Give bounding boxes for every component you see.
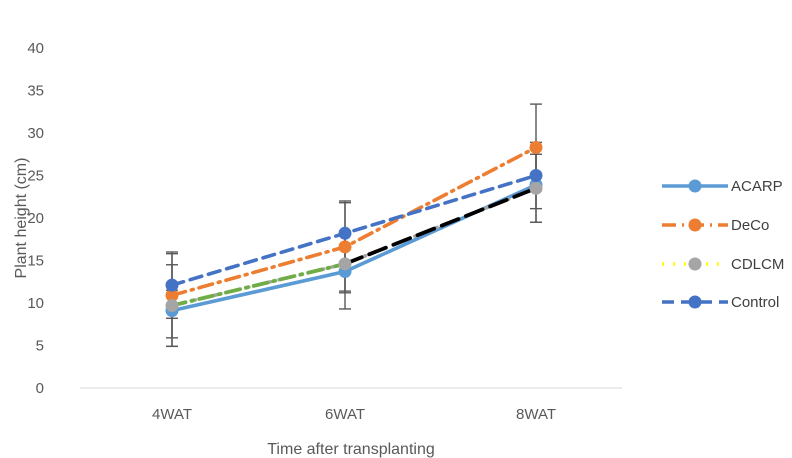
y-tick-label: 15	[27, 253, 44, 270]
legend-label-cdlcm: CDLCM	[731, 256, 784, 273]
x-tick-label: 4WAT	[152, 406, 192, 423]
x-tick-label: 6WAT	[325, 406, 365, 423]
legend: ACARP DeCo CDLCM Control	[662, 178, 784, 311]
y-axis-ticks: 0 5 10 15 20 25 30 35 40	[27, 40, 44, 397]
series-lines	[170, 145, 538, 313]
legend-marker-deco	[688, 218, 702, 232]
y-axis-title: Plant height (cm)	[13, 158, 30, 279]
overlay-segment	[343, 186, 538, 266]
series-line-deco	[170, 145, 538, 298]
y-tick-label: 5	[36, 338, 44, 355]
data-point-deco	[165, 288, 179, 302]
data-point-cdlcm	[165, 299, 179, 313]
data-point-control	[338, 226, 352, 240]
x-axis-ticks: 4WAT 6WAT 8WAT	[152, 406, 556, 423]
legend-label-deco: DeCo	[731, 217, 769, 234]
error-bars	[166, 103, 542, 348]
legend-label-acarp: ACARP	[731, 178, 783, 195]
x-axis-title: Time after transplanting	[267, 441, 434, 458]
y-tick-label: 35	[27, 83, 44, 100]
y-tick-label: 0	[36, 380, 44, 397]
data-point-cdlcm	[529, 181, 543, 195]
legend-marker-cdlcm	[688, 257, 702, 271]
data-point-cdlcm	[338, 257, 352, 271]
y-tick-label: 10	[27, 295, 44, 312]
data-point-deco	[338, 240, 352, 254]
data-point-control	[529, 169, 543, 182]
y-tick-label: 40	[27, 40, 44, 57]
overlay-segment	[170, 261, 347, 308]
legend-label-control: Control	[731, 294, 779, 311]
x-tick-label: 8WAT	[516, 406, 556, 423]
legend-marker-control	[688, 295, 702, 309]
series-markers	[165, 140, 543, 318]
segment-overlays	[170, 186, 538, 308]
y-tick-label: 25	[27, 168, 44, 185]
legend-marker-acarp	[688, 179, 702, 193]
y-tick-label: 30	[27, 125, 44, 142]
y-tick-label: 20	[27, 210, 44, 227]
data-point-deco	[529, 140, 543, 154]
series-line-cdlcm	[170, 186, 538, 308]
data-point-control	[165, 278, 179, 292]
